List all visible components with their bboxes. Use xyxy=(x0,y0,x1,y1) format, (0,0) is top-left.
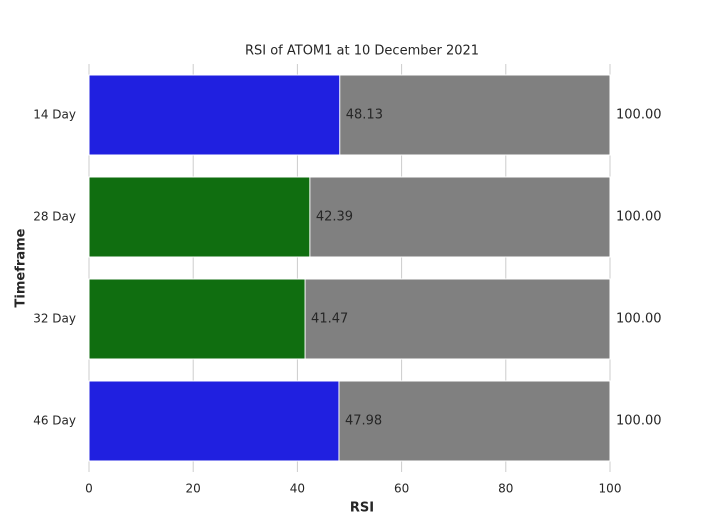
value-label: 48.13 xyxy=(346,108,383,123)
y-tick-label: 32 Day xyxy=(33,312,76,326)
y-tick-label: 46 Day xyxy=(33,414,76,428)
x-tick-label: 100 xyxy=(599,482,622,496)
value-label: 100.00 xyxy=(616,414,662,429)
bar xyxy=(88,176,311,258)
x-tick-label: 80 xyxy=(498,482,513,496)
bar xyxy=(88,380,340,462)
bar xyxy=(88,74,341,156)
chart-title: RSI of ATOM1 at 10 December 2021 xyxy=(245,44,479,59)
x-tick-label: 0 xyxy=(85,482,93,496)
value-label: 100.00 xyxy=(616,210,662,225)
x-tick-label: 60 xyxy=(394,482,409,496)
value-label: 47.98 xyxy=(345,414,382,429)
x-tick-label: 40 xyxy=(290,482,305,496)
bar xyxy=(88,278,306,360)
y-tick-label: 28 Day xyxy=(33,210,76,224)
x-tick-label: 20 xyxy=(186,482,201,496)
y-tick-label: 14 Day xyxy=(33,108,76,122)
y-axis-label: Timeframe xyxy=(14,228,29,307)
value-label: 42.39 xyxy=(316,210,353,225)
x-axis-label: RSI xyxy=(350,501,374,516)
value-label: 41.47 xyxy=(311,312,348,327)
value-label: 100.00 xyxy=(616,108,662,123)
value-label: 100.00 xyxy=(616,312,662,327)
